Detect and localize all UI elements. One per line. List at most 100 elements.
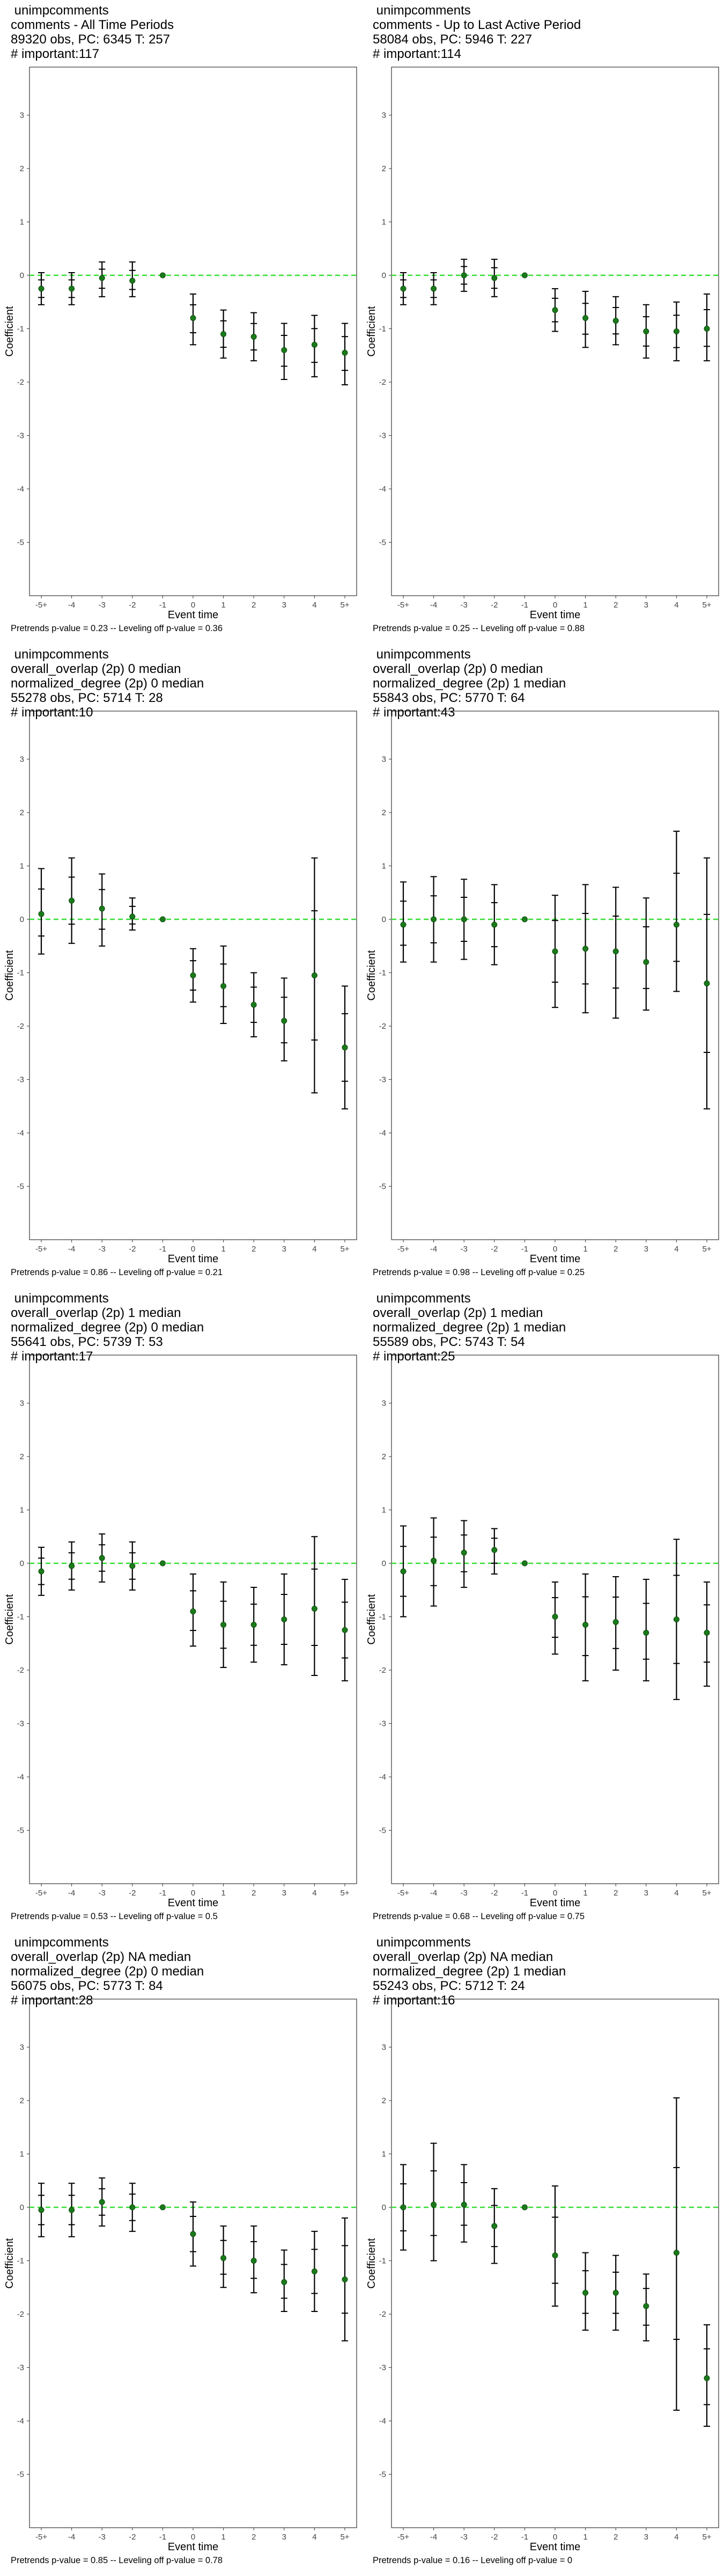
chart-title-line: 55589 obs, PC: 5743 T: 54 [373,1335,525,1349]
x-tick-label: -5+ [397,1245,409,1254]
data-point [704,1629,710,1636]
chart-title-line: # important:10 [11,705,93,720]
y-axis-label: Coefficient [4,2238,16,2289]
chart-title-line: 55243 obs, PC: 5712 T: 24 [373,1979,525,1993]
chart-panel-3: -5 -4 -3 -2 -1 0 1 2 3 -5+ -4 -3 -2 -1 0 1 2 3 4 5+ Event ti… [0,644,362,1288]
data-point [69,1563,75,1569]
data-point [612,948,619,955]
x-tick-label: -3 [461,1245,468,1254]
data-point [521,272,528,279]
pvalue-footnote: Pretrends p-value = 0.25 -- Leveling off… [373,624,585,633]
chart-title-line: unimpcomments [11,1291,109,1306]
y-tick-label: -1 [17,325,24,334]
chart-title: unimpcomments overall_overlap (2p) NA med… [11,1935,204,2008]
x-tick-label: 0 [553,2533,557,2542]
chart-title-line: # important:117 [11,47,99,61]
chart-panel-4: -5 -4 -3 -2 -1 0 1 2 3 -5+ -4 -3 -2 -1 0 1 2 3 4 5+ Event ti… [362,644,724,1288]
x-tick-label: -4 [68,1245,75,1254]
x-tick-label: -3 [99,2533,106,2542]
chart-title: unimpcomments overall_overlap (2p) 1 medi… [11,1291,204,1364]
chart-title-line: 55641 obs, PC: 5739 T: 53 [11,1335,163,1349]
x-tick-label: -5+ [35,601,47,610]
y-tick-label: -1 [17,969,24,978]
data-point [281,347,287,353]
data-point [190,972,196,978]
x-tick-label: 5+ [340,1245,349,1254]
y-axis-label: Coefficient [4,306,16,357]
y-tick-label: 1 [20,1506,24,1515]
x-tick-label: -1 [159,601,166,610]
y-tick-label: -5 [379,1182,386,1191]
x-tick-label: -2 [129,1889,136,1898]
y-tick-label: 2 [20,164,24,173]
y-tick-label: -5 [379,1826,386,1835]
y-tick-label: -4 [17,2417,24,2426]
chart-title-line: # important:25 [373,1349,455,1364]
data-point [99,905,105,912]
x-tick-label: 3 [282,2533,286,2542]
y-tick-label: 3 [20,111,24,120]
data-point [69,2207,75,2213]
x-tick-label: -1 [521,1245,528,1254]
x-tick-label: 0 [191,601,195,610]
y-tick-label: -2 [379,2310,386,2319]
data-point [400,921,407,928]
y-tick-label: 1 [20,862,24,871]
data-point [342,1044,348,1051]
x-tick-label: -2 [491,601,498,610]
y-tick-label: -5 [17,2470,24,2479]
y-tick-label: -4 [379,1129,386,1138]
data-point [220,983,227,989]
x-axis-label: Event time [530,609,580,621]
x-tick-label: 1 [221,601,225,610]
data-point [190,315,196,321]
y-tick-label: 3 [20,1399,24,1408]
data-point [129,2204,136,2211]
data-point [704,980,710,986]
chart-svg: -5 -4 -3 -2 -1 0 1 2 3 -5+ -4 -3 -2 -1 0 1 2 3 4 5+ Event ti… [4,67,357,621]
x-tick-label: -1 [521,2533,528,2542]
y-tick-label: -3 [17,431,24,441]
data-point [69,286,75,292]
data-point [250,1621,257,1628]
data-point [673,1616,679,1622]
data-point [582,315,589,321]
x-tick-label: 5+ [702,2533,711,2542]
chart-title-line: overall_overlap (2p) NA median [373,1950,553,1964]
y-tick-label: -5 [17,538,24,547]
data-point [491,1547,498,1553]
y-tick-label: 0 [382,915,386,924]
data-point [250,2258,257,2264]
data-point [431,286,437,292]
x-tick-label: 3 [644,601,648,610]
chart-title-line: 55843 obs, PC: 5770 T: 64 [373,691,525,705]
y-tick-label: -1 [17,2257,24,2266]
x-tick-label: 4 [674,601,678,610]
chart-panel-8: -5 -4 -3 -2 -1 0 1 2 3 -5+ -4 -3 -2 -1 0 1 2 3 4 5+ Event ti… [362,1932,724,2576]
chart-title-line: unimpcomments [11,647,109,662]
pvalue-footnote: Pretrends p-value = 0.23 -- Leveling off… [11,624,223,633]
x-tick-label: 3 [644,1245,648,1254]
y-tick-label: -1 [17,1613,24,1622]
x-tick-label: 5+ [702,1245,711,1254]
x-tick-label: 4 [312,601,316,610]
pvalue-footnote: Pretrends p-value = 0.68 -- Leveling off… [373,1912,585,1921]
y-tick-label: 2 [382,1452,386,1461]
x-tick-label: 5+ [340,2533,349,2542]
y-tick-label: -4 [379,2417,386,2426]
data-point [400,1568,407,1575]
x-tick-label: 5+ [340,601,349,610]
x-tick-label: -5+ [35,2533,47,2542]
data-point [159,1560,166,1567]
data-point [281,2279,287,2285]
y-axis-label: Coefficient [366,950,378,1001]
data-point [159,272,166,279]
x-tick-label: -5+ [35,1889,47,1898]
data-point [220,331,227,337]
data-point [673,328,679,334]
y-tick-label: 3 [382,2043,386,2052]
x-tick-label: -5+ [397,1889,409,1898]
y-tick-label: 0 [382,1559,386,1568]
x-axis-label: Event time [168,1897,218,1909]
y-tick-label: 1 [20,218,24,227]
